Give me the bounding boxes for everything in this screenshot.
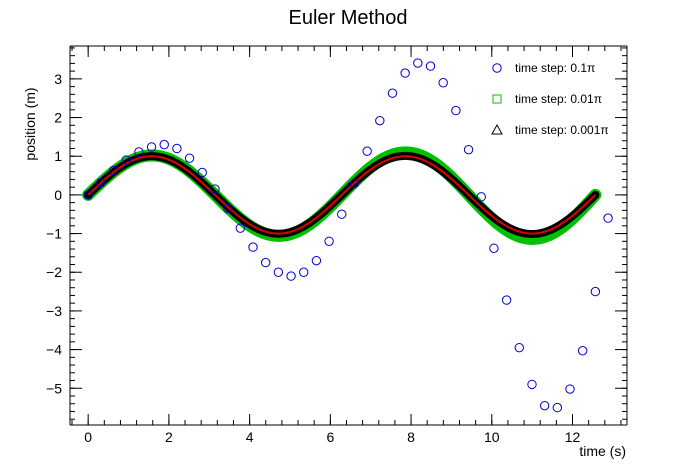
series-dt-0.1pi-point: [527, 379, 537, 390]
series-dt-0.1pi-point: [413, 58, 423, 68]
x-tick-label: 8: [407, 429, 415, 445]
series-dt-0.1pi-point: [311, 255, 322, 266]
legend-marker-circle: [492, 63, 502, 73]
series-dt-0.1pi-point: [400, 68, 410, 78]
x-tick-label: 12: [565, 429, 581, 445]
legend-label: time step: 0.1π: [515, 61, 595, 75]
series-dt-0.1pi-point: [590, 286, 601, 297]
series-dt-0.1pi-point: [387, 88, 398, 98]
series-dt-0.1pi-point: [463, 144, 474, 155]
exact-solution-line: [87, 155, 597, 235]
series-dt-0.1pi-point: [337, 209, 347, 219]
series-dt-0.1pi-point: [489, 243, 499, 253]
series-dt-0.1pi-point: [108, 165, 119, 176]
series-dt-0.1pi-point: [552, 402, 563, 413]
legend-label: time step: 0.001π: [515, 123, 609, 137]
series-dt-0.1pi-point: [83, 190, 93, 200]
y-tick-label: −1: [46, 226, 62, 242]
legend-marker-triangle: [491, 123, 503, 135]
series-dt-0.1pi-point: [565, 384, 575, 394]
series-dt-0.1pi-point: [248, 242, 258, 252]
chart-title: Euler Method: [289, 7, 408, 29]
legend-label: time step: 0.01π: [515, 92, 602, 106]
y-tick-label: −4: [46, 342, 62, 358]
series-dt-0.1pi-point: [501, 295, 512, 305]
series-dt-0.1pi-point: [375, 115, 385, 126]
series-dt-0.1pi-point: [96, 178, 106, 188]
series-dt-0.1pi-point: [134, 147, 144, 157]
series-dt-0.1pi-point: [577, 346, 588, 356]
series-dt-0.1pi-point: [362, 146, 372, 156]
series-dt-0.1pi-point: [260, 257, 271, 268]
x-axis-title: time (s): [579, 443, 626, 459]
series-dt-0.1pi-point: [146, 142, 157, 152]
dense-series-layer: [82, 146, 602, 245]
y-tick-label: 1: [54, 148, 62, 164]
legend: time step: 0.1π time step: 0.01π time step…: [491, 61, 609, 137]
x-tick-label: 4: [246, 429, 254, 445]
x-tick-label: 2: [165, 429, 173, 445]
series-dt-0.1pi-point: [603, 213, 613, 223]
x-tick-label: 6: [326, 429, 334, 445]
series-dt-0.1pi-point: [476, 192, 486, 202]
series-dt-0.1pi-point: [273, 267, 284, 277]
legend-marker-square: [492, 94, 502, 104]
series-dt-0.1pi-point: [286, 271, 296, 281]
coarse-series-layer: [83, 58, 613, 413]
series-dt-0.1pi-point: [299, 267, 309, 277]
series-dt-0.1pi-point: [121, 155, 131, 165]
series-dt-0.1pi-point: [235, 223, 246, 233]
series-dt-0.1pi-point: [210, 184, 220, 194]
series-dt-0.1pi-point: [324, 236, 334, 247]
series-dt-0.1pi-point: [349, 178, 360, 188]
series-dt-0.1pi-point: [197, 167, 207, 178]
y-axis-title: position (m): [22, 87, 38, 160]
y-tick-label: −2: [46, 264, 62, 280]
series-dt-0.1pi-point: [172, 143, 182, 154]
y-tick-label: −3: [46, 303, 62, 319]
x-tick-label: 10: [484, 429, 500, 445]
y-tick-label: 0: [54, 187, 62, 203]
series-dt-0.1pi-point: [539, 400, 550, 411]
y-tick-label: −5: [46, 380, 62, 396]
series-dt-0.1pi-point: [438, 78, 448, 88]
y-tick-label: 2: [54, 110, 62, 126]
series-dt-0.1pi-point: [222, 203, 233, 214]
series-dt-0.1pi-point: [514, 342, 524, 353]
series-dt-0.1pi-point: [451, 105, 461, 116]
series-dt-0.1pi-point: [184, 153, 195, 163]
y-tick-label: 3: [54, 71, 62, 87]
series-dt-0.1pi-point: [159, 139, 169, 150]
series-dt-0.1pi-point: [425, 61, 436, 71]
x-tick-label: 0: [84, 429, 92, 445]
